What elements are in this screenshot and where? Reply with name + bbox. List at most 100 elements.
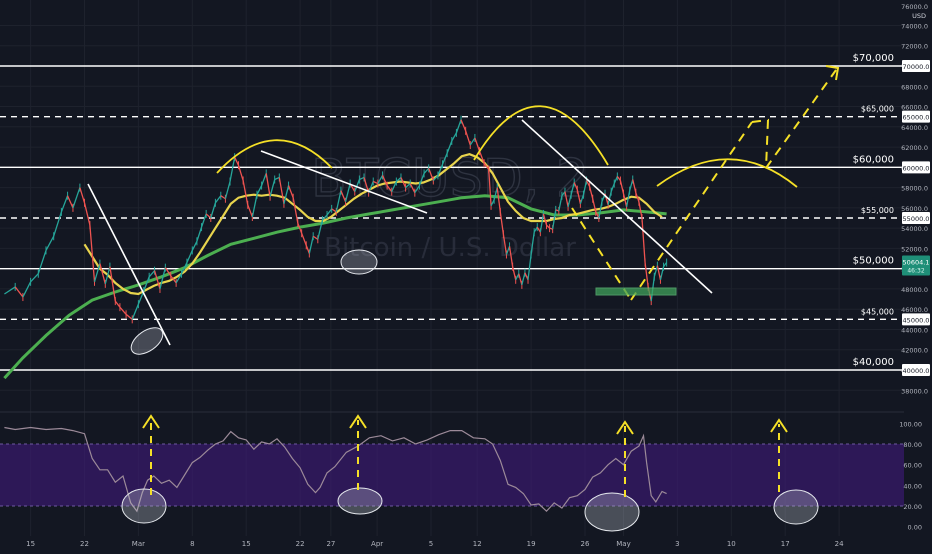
rsi-ellipse-3[interactable] (584, 492, 640, 532)
price-segment (515, 273, 520, 281)
price-axis[interactable]: 38000.0 40000.0 42000.0 44000.0 46000.0 48000… (901, 0, 932, 412)
rsi-arrow-4[interactable] (770, 418, 788, 492)
price-tick-label: 38000.0 (901, 387, 928, 395)
price-segment (381, 175, 388, 186)
price-segment (66, 195, 74, 209)
price-segment (595, 211, 600, 219)
price-segment (576, 189, 582, 204)
price-segment (220, 195, 226, 200)
price-segment (237, 165, 244, 181)
price-marker-60000: 60000.0 (903, 164, 930, 172)
time-tick-label: 22 (80, 540, 89, 548)
price-segment (518, 273, 523, 286)
price-tick-label: 54000.0 (901, 225, 928, 233)
price-tick-label: 44000.0 (901, 326, 928, 334)
price-segment (312, 235, 319, 240)
rsi-ellipse-1[interactable] (121, 488, 167, 524)
price-segment (579, 194, 585, 205)
price-segment (4, 286, 16, 295)
price-segment (400, 177, 407, 188)
price-segment (214, 195, 222, 204)
time-tick-label: 27 (326, 540, 335, 548)
projection-up-2[interactable] (765, 69, 837, 169)
time-tick-label: 15 (242, 540, 251, 548)
price-segment (437, 164, 444, 176)
rsi-tick-label: 60.00 (903, 462, 922, 470)
time-tick-label: 15 (26, 540, 35, 548)
price-segment (269, 179, 276, 197)
price-segment (45, 235, 55, 251)
price-tick-label: 62000.0 (901, 144, 928, 152)
level-label-45000: $45,000 (861, 307, 894, 316)
support-zone[interactable] (595, 287, 677, 296)
price-segment (414, 185, 420, 194)
price-segment (340, 190, 347, 203)
price-segment (297, 222, 303, 234)
projection-up-1[interactable] (630, 121, 753, 301)
trendline-1[interactable] (87, 183, 171, 346)
price-segment (109, 266, 116, 302)
price-segment (72, 187, 81, 209)
price-segment (460, 119, 467, 132)
price-segment (99, 263, 106, 285)
arc-2[interactable] (473, 105, 609, 166)
rsi-ellipse-4[interactable] (773, 489, 819, 525)
price-segment (175, 273, 183, 284)
price-segment (409, 183, 416, 193)
time-tick-label: 22 (296, 540, 305, 548)
price-segment (234, 156, 240, 166)
price-levels[interactable]: $70,000 $65,000 $60,000 $55,000 $50,000 $45,0… (0, 53, 904, 371)
price-tick-label: 72000.0 (901, 43, 928, 51)
price-segment (613, 176, 618, 184)
projection-box[interactable] (751, 118, 770, 169)
price-segment (229, 157, 236, 182)
price-segment (478, 150, 485, 164)
time-tick-label: 24 (835, 540, 844, 548)
price-segment (372, 180, 379, 185)
rsi-axis[interactable]: 0.00 20.00 40.00 60.00 80.00 100.00 (899, 412, 932, 536)
price-segment (635, 192, 640, 202)
price-segment (423, 167, 430, 174)
price-segment (483, 162, 490, 170)
rsi-arrow-2[interactable] (349, 414, 367, 490)
watermark-name: Bitcoin / U.S. Dollar (324, 233, 576, 263)
price-marker-70000: 70000.0 (903, 63, 930, 71)
trendline-2[interactable] (260, 150, 428, 214)
price-marker-45000: 45000.0 (903, 316, 930, 324)
trendline-3[interactable] (521, 119, 713, 294)
price-tick-label: 58000.0 (901, 185, 928, 193)
price-marker-bg (902, 161, 930, 174)
price-segment (30, 273, 39, 283)
price-segment (493, 187, 498, 200)
time-axis[interactable]: 15 22 Mar 8 15 22 27 Apr 5 12 19 26 May 3 10 17 24 (0, 536, 932, 550)
price-segment (616, 176, 621, 181)
arc-3[interactable] (656, 158, 798, 188)
price-segment (260, 173, 267, 186)
watermark: BTCUSD, 2 Bitcoin / U.S. Dollar (310, 148, 589, 263)
arc-1[interactable] (216, 139, 333, 174)
price-segment (638, 201, 643, 219)
time-tick-label: 26 (581, 540, 590, 548)
price-ellipse-2[interactable] (340, 249, 378, 275)
price-segment (446, 140, 453, 154)
price-segment (274, 176, 280, 181)
drawings-layer[interactable] (87, 65, 840, 532)
time-tick-label: Apr (371, 540, 383, 548)
price-ellipse-1[interactable] (127, 322, 168, 359)
price-segment (251, 194, 258, 218)
rsi-arrow-1[interactable] (142, 414, 160, 495)
projection-down[interactable] (571, 207, 632, 301)
price-segment (143, 276, 150, 292)
price-segment (159, 267, 166, 290)
price-segment (428, 168, 434, 181)
price-segment (331, 208, 337, 213)
price-segment (60, 195, 69, 213)
price-segment (558, 195, 563, 212)
price-segment (629, 179, 634, 191)
price-segment (22, 281, 32, 298)
rsi-arrow-3[interactable] (616, 420, 634, 497)
price-segment (119, 306, 127, 315)
rsi-ellipse-2[interactable] (337, 487, 383, 515)
